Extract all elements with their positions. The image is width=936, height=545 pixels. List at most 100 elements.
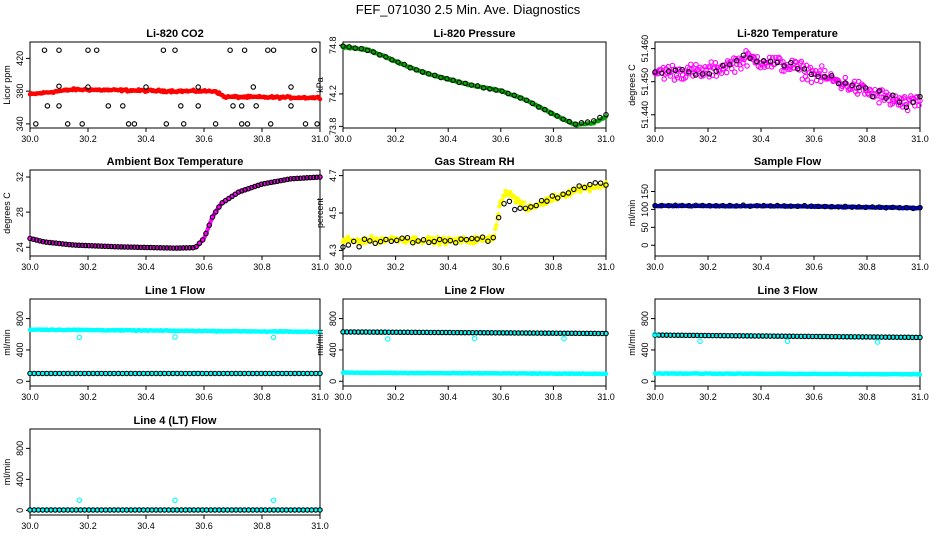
data-point [85, 84, 91, 90]
x-tick-label: 31.0 [597, 262, 615, 272]
x-tick-label: 30.4 [439, 262, 457, 272]
panel-title: Line 1 Flow [145, 285, 205, 297]
data-point [512, 206, 518, 213]
series-box_temperature [27, 174, 323, 251]
y-axis-label: ml/min [2, 329, 12, 356]
data-point [874, 339, 881, 345]
data-point [270, 47, 277, 53]
figure-title: FEF_071030 2.5 Min. Ave. Diagnostics [355, 2, 581, 17]
data-point [180, 121, 187, 127]
data-point [270, 497, 277, 504]
data-point [138, 244, 144, 251]
data-point [523, 97, 530, 103]
data-point [917, 204, 923, 211]
data-point [230, 103, 236, 109]
data-point [894, 99, 901, 105]
data-point [479, 234, 486, 240]
x-tick-label: 30.2 [79, 134, 97, 144]
data-point [151, 244, 157, 251]
y-tick-label: 4.3 [328, 244, 338, 257]
data-point [121, 244, 128, 250]
data-point [435, 329, 442, 336]
data-point [561, 335, 567, 342]
data-point [345, 234, 351, 240]
data-point [408, 329, 415, 336]
data-point [566, 118, 573, 125]
data-point [672, 67, 679, 74]
y-tick-label: 400 [328, 342, 338, 357]
data-point [382, 329, 388, 335]
data-point [876, 88, 882, 94]
data-point [819, 63, 825, 69]
data-point [85, 47, 91, 53]
data-point [584, 119, 591, 125]
data-point [495, 214, 502, 221]
panel-3: Li-820 Temperature 30.0 30.2 30.4 30.6 30.8 31… [627, 28, 929, 144]
data-point [407, 65, 414, 71]
data-point [134, 244, 141, 251]
x-tick-label: 30.4 [752, 262, 770, 272]
data-point [369, 234, 374, 239]
x-tick-label: 30.0 [334, 392, 352, 402]
data-point [572, 330, 579, 337]
data-point [506, 198, 513, 205]
data-point [76, 497, 83, 504]
data-point [890, 204, 896, 211]
data-point [480, 85, 487, 91]
data-point [659, 202, 665, 209]
plot-frame [29, 298, 321, 387]
x-tick-label: 30.8 [858, 392, 876, 402]
data-point [131, 121, 138, 127]
data-point [431, 72, 438, 79]
data-point [883, 205, 889, 211]
data-point [364, 47, 371, 54]
data-point [705, 64, 711, 70]
x-tick-label: 30.2 [699, 392, 717, 402]
data-point [504, 330, 510, 336]
data-point [828, 203, 835, 210]
data-point [493, 226, 498, 232]
data-point [435, 235, 440, 240]
x-tick-label: 30.6 [492, 262, 510, 272]
data-point [560, 116, 566, 122]
data-point [903, 104, 910, 111]
data-point [419, 69, 426, 75]
data-point [591, 118, 597, 124]
data-point [125, 244, 131, 250]
data-point [376, 52, 383, 58]
data-point [271, 179, 278, 185]
data-point [903, 102, 910, 108]
data-point [856, 204, 862, 210]
y-tick-label: 380 [15, 84, 25, 99]
data-point [603, 111, 609, 118]
data-point [916, 102, 922, 109]
plot-frame [29, 41, 321, 129]
data-point [477, 329, 483, 336]
data-point [195, 103, 201, 109]
series-line4_outliers [76, 497, 277, 504]
data-point [557, 330, 564, 336]
data-point [242, 187, 248, 193]
data-point [426, 239, 432, 246]
data-point [493, 87, 499, 93]
data-point [469, 329, 476, 336]
data-point [511, 330, 518, 336]
data-point [56, 240, 63, 247]
data-point [697, 338, 703, 345]
data-point [163, 121, 170, 127]
y-tick-label: 400 [640, 342, 650, 357]
data-point [507, 330, 514, 336]
data-point [344, 329, 350, 335]
data-point [740, 202, 747, 208]
data-point [388, 238, 395, 245]
data-point [458, 236, 464, 242]
data-point [352, 45, 358, 51]
data-point [693, 61, 699, 68]
data-point [416, 329, 422, 336]
data-point [370, 49, 377, 55]
data-point [767, 58, 774, 65]
data-point [530, 330, 537, 336]
data-point [822, 73, 828, 80]
data-point [754, 58, 760, 65]
data-point [496, 330, 503, 336]
